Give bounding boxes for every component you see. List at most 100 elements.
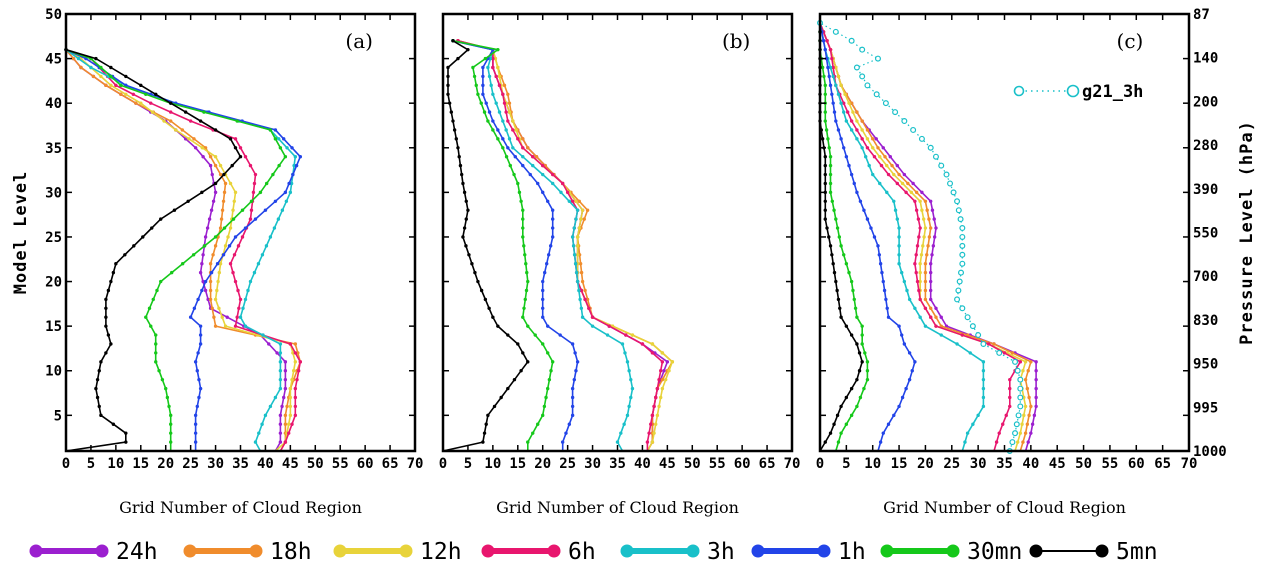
legend-marker <box>817 544 831 558</box>
series-6h-point <box>917 235 921 239</box>
series-5mn-point <box>823 199 827 203</box>
series-30mn-point <box>154 342 158 346</box>
legend-label: 18h <box>270 539 312 565</box>
series-5mn-point <box>849 386 854 391</box>
series-3h-point <box>923 324 928 328</box>
series-30mn-point <box>154 360 158 364</box>
series-1h-point <box>823 47 827 52</box>
pressure-tick-label: 200 <box>1193 94 1218 110</box>
series-1h-point <box>826 65 830 70</box>
series-30mn-point <box>501 146 505 150</box>
series-1h-point <box>209 270 214 275</box>
series-30mn-point <box>522 244 526 248</box>
series-12h-point <box>575 253 580 257</box>
series-5mn-point <box>835 288 839 293</box>
series-5mn-point <box>512 377 517 382</box>
series-24h-point <box>201 154 205 159</box>
series-30mn-point <box>504 154 509 159</box>
series-6h-point <box>842 101 846 105</box>
series-18h-point <box>283 422 288 426</box>
series-1h-point <box>574 369 578 373</box>
series-3h-point <box>489 83 493 88</box>
series-12h-point <box>892 172 896 177</box>
series-5mn-point <box>123 253 127 257</box>
series-24h-point <box>902 172 907 177</box>
series-6h-point <box>550 172 555 177</box>
series-24h-point <box>207 217 212 221</box>
series-3h-point <box>836 92 841 96</box>
series-1h-point <box>546 199 550 203</box>
series-30mn-point <box>547 377 552 382</box>
series-g21-3h-point <box>873 91 880 98</box>
series-24h-point <box>201 253 205 257</box>
series-3h-point <box>578 297 582 302</box>
series-1h-point <box>824 56 829 61</box>
series-12h-line <box>457 40 674 452</box>
series-18h-point <box>849 101 854 105</box>
series-5mn-point <box>139 83 143 88</box>
series-3h-point <box>278 377 283 382</box>
series-30mn-point <box>842 253 846 257</box>
series-24h-point <box>932 217 936 221</box>
x-tick-label: 5 <box>87 456 95 472</box>
series-18h-point <box>192 137 196 141</box>
series-24h-point <box>201 279 205 284</box>
series-6h-point <box>233 324 238 328</box>
series-5mn-point <box>830 253 834 257</box>
series-6h-point <box>986 342 991 346</box>
series-1h-point <box>907 351 912 355</box>
series-3h-point <box>243 297 248 302</box>
series-5mn-point <box>855 342 859 346</box>
series-30mn-point <box>268 128 273 132</box>
series-1h-point <box>546 324 550 328</box>
panel-0: 0 5 10 15 20 25 30 35 40 45 50 55 60 65 70 5 10 15 20 25 30 3… <box>11 7 423 517</box>
series-3h-point <box>860 146 864 150</box>
series-5mn-point <box>831 262 835 266</box>
series-1h-point <box>902 342 907 346</box>
series-6h-point <box>649 422 653 426</box>
series-5mn-point <box>154 92 158 96</box>
series-3h-point <box>76 56 81 61</box>
series-12h-point <box>286 422 291 426</box>
series-1h-point <box>564 431 568 435</box>
legend-marker <box>880 544 894 558</box>
series-6h-point <box>849 119 854 123</box>
series-5mn-point <box>825 226 829 230</box>
series-3h-point <box>619 431 623 435</box>
series-12h-point <box>663 377 668 382</box>
series-12h-point <box>162 119 166 123</box>
series-5mn-point <box>479 288 484 293</box>
series-24h-point <box>874 137 878 141</box>
series-3h-point <box>981 395 986 400</box>
series-5mn-point <box>111 422 116 426</box>
series-6h-point <box>295 377 299 382</box>
series-6h-point <box>506 119 510 123</box>
series-12h-point <box>860 128 864 132</box>
series-3h-point <box>248 279 253 284</box>
series-30mn-point <box>524 288 529 293</box>
series-g21-3h-point <box>1012 358 1019 365</box>
series-1h-point <box>200 288 204 293</box>
series-24h-point <box>208 163 213 168</box>
series-3h-point <box>571 244 576 248</box>
x-tick-label: 0 <box>816 456 824 472</box>
series-3h-point <box>863 154 868 159</box>
series-18h-point <box>923 199 928 203</box>
series-1h-point <box>263 208 268 212</box>
series-6h-point <box>236 244 241 248</box>
x-tick-label: 25 <box>182 456 199 472</box>
series-30mn-point <box>522 306 526 311</box>
series-3h-point <box>981 386 986 391</box>
series-6h-point <box>253 172 258 177</box>
series-5mn-point <box>464 199 468 203</box>
series-3h-point <box>855 137 859 141</box>
series-3h-point <box>897 253 901 257</box>
series-6h-point <box>828 47 833 52</box>
series-12h-point <box>290 377 294 382</box>
series-18h-point <box>927 235 932 239</box>
series-6h-point <box>872 154 877 159</box>
legend-label: 30mn <box>967 539 1022 565</box>
series-g21-3h-point <box>1017 376 1024 383</box>
series-6h-line <box>65 48 302 452</box>
series-3h-point <box>897 244 901 248</box>
